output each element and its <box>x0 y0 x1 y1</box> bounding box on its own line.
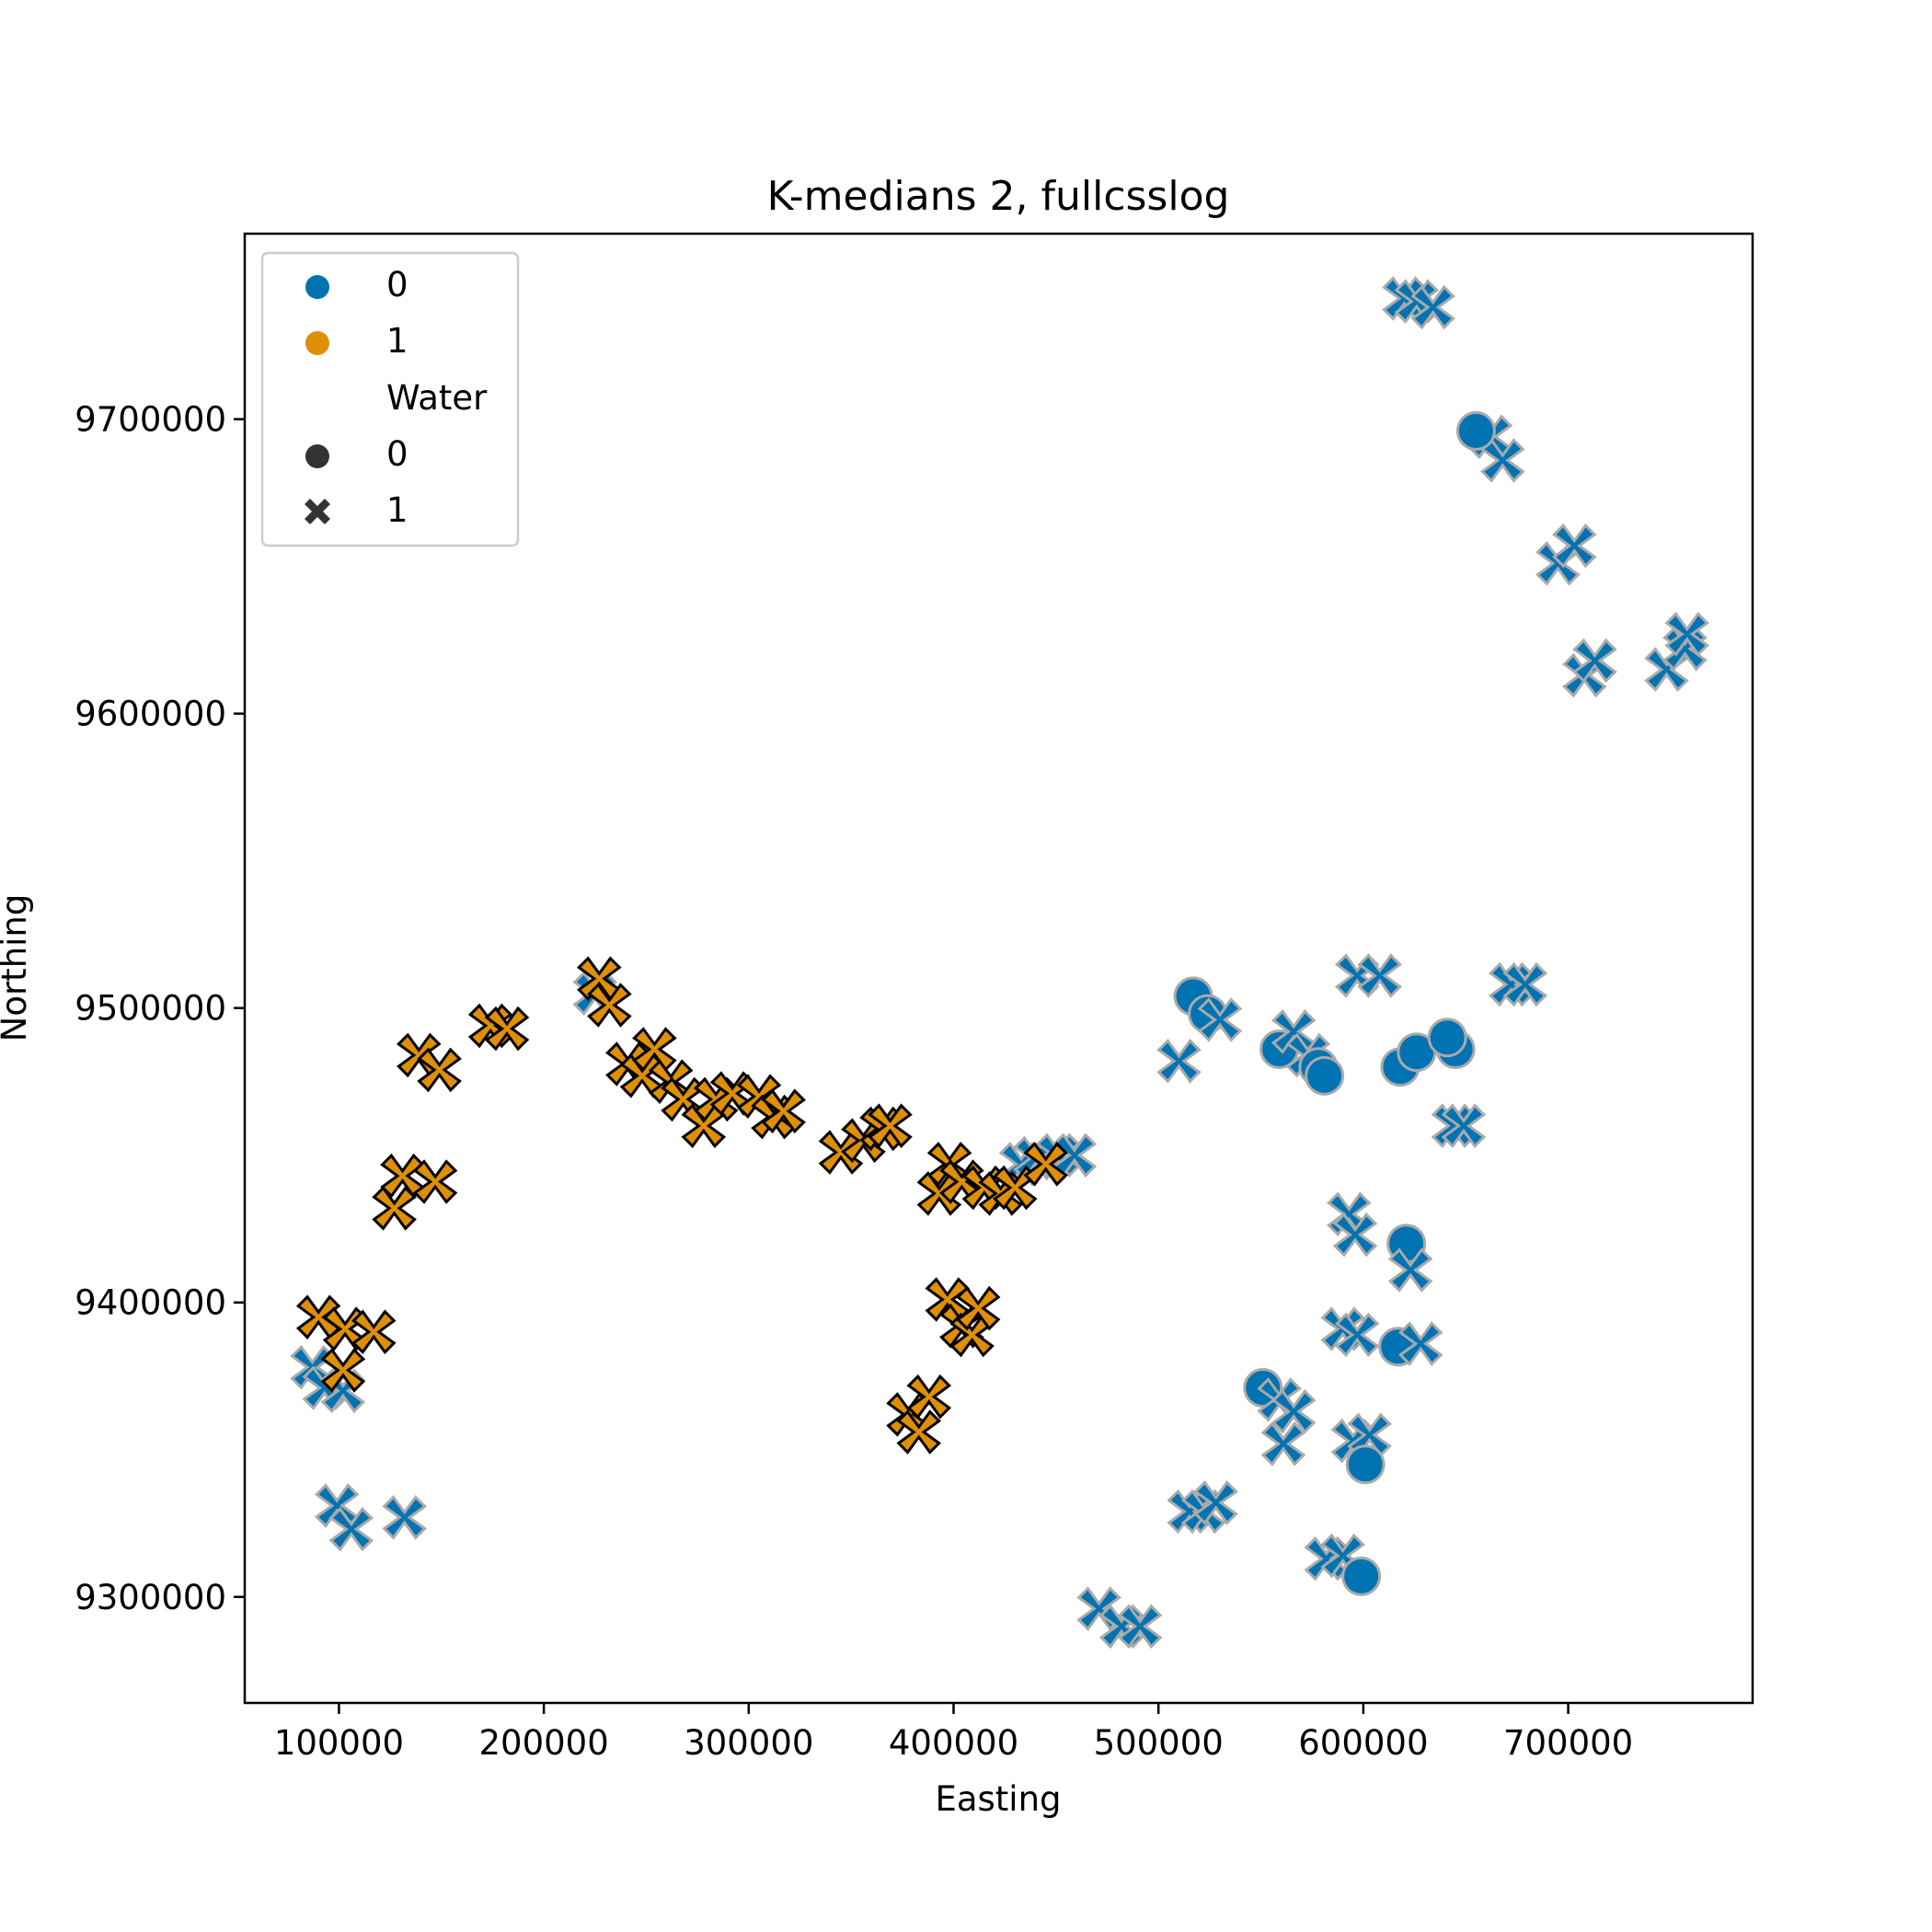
legend-style-1-marker <box>305 499 330 524</box>
data-point-cluster-0-water-1 <box>1197 997 1243 1042</box>
data-point-cluster-1-water-1 <box>632 1027 677 1072</box>
x-tick-label: 600000 <box>1298 1723 1428 1763</box>
legend-style-0-label: 0 <box>386 434 408 474</box>
data-point-cluster-0-water-1 <box>1260 1421 1306 1466</box>
data-point-cluster-0-water-1 <box>1357 953 1403 998</box>
y-tick-label: 9600000 <box>75 695 226 734</box>
data-point-cluster-0-water-1 <box>1441 1103 1487 1148</box>
data-point-cluster-1-water-1 <box>372 1185 417 1231</box>
legend-style-1-label: 1 <box>386 490 408 530</box>
legend-style-title: Water <box>386 378 488 418</box>
x-tick-label: 100000 <box>274 1723 404 1763</box>
legend-hue-1-label: 1 <box>386 321 408 361</box>
data-point-cluster-1-water-1 <box>417 1047 462 1093</box>
legend-hue-0-label: 0 <box>386 265 408 305</box>
data-point-cluster-1-water-1 <box>587 983 632 1028</box>
y-axis-ticks: 9300000 9400000 9500000 9600000 9700000 <box>75 400 245 1617</box>
data-point-cluster-1-water-1 <box>868 1103 913 1148</box>
data-points <box>290 276 1709 1650</box>
data-point-cluster-0-water-1 <box>1502 961 1548 1007</box>
data-point-cluster-1-water-1 <box>351 1309 397 1354</box>
data-point-cluster-0-water-1 <box>1479 438 1525 483</box>
data-point-cluster-1-water-1 <box>955 1285 1001 1331</box>
data-point-cluster-1-water-1 <box>1023 1141 1068 1187</box>
data-point-cluster-0-water-1 <box>1552 523 1597 569</box>
y-tick-label: 9700000 <box>75 400 226 440</box>
data-point-cluster-0-water-0 <box>1305 1055 1345 1096</box>
data-point-cluster-1-water-1 <box>320 1348 366 1393</box>
data-point-cluster-0-water-1 <box>1397 1321 1443 1366</box>
data-point-cluster-0-water-1 <box>1387 1248 1433 1293</box>
data-point-cluster-0-water-1 <box>1156 1038 1202 1084</box>
data-point-cluster-1-water-1 <box>761 1088 807 1133</box>
y-tick-label: 9300000 <box>75 1578 226 1617</box>
y-axis-label: Northing <box>0 894 34 1042</box>
x-tick-label: 700000 <box>1503 1723 1633 1763</box>
data-point-cluster-1-water-1 <box>484 1006 530 1052</box>
x-axis-label: Easting <box>935 1779 1061 1819</box>
x-axis-ticks: 100000 200000 300000 400000 500000 600000 7000… <box>274 1703 1633 1763</box>
x-tick-label: 300000 <box>684 1723 813 1763</box>
chart-title: K-medians 2, fullcsslog <box>767 173 1230 220</box>
data-point-cluster-0-water-0 <box>1455 410 1496 451</box>
legend-hue-1-marker <box>305 331 329 355</box>
legend-hue-0-marker <box>305 275 329 299</box>
legend-style-0-marker <box>305 444 329 468</box>
data-point-cluster-0-water-1 <box>1410 284 1455 330</box>
data-point-cluster-0-water-1 <box>1572 638 1617 684</box>
x-tick-label: 200000 <box>479 1723 609 1763</box>
data-point-cluster-0-water-1 <box>1271 1388 1317 1434</box>
data-point-cluster-0-water-1 <box>1347 1412 1392 1458</box>
data-point-cluster-1-water-1 <box>818 1130 864 1175</box>
y-tick-label: 9400000 <box>75 1283 226 1323</box>
data-point-cluster-0-water-1 <box>1193 1480 1238 1525</box>
data-point-cluster-0-water-1 <box>1117 1604 1163 1650</box>
data-point-cluster-0-water-1 <box>1664 612 1709 657</box>
data-point-cluster-1-water-1 <box>896 1409 942 1455</box>
legend: 0 1 Water 0 1 <box>260 251 520 547</box>
data-point-cluster-1-water-1 <box>992 1165 1038 1211</box>
x-tick-label: 500000 <box>1094 1723 1224 1763</box>
data-point-cluster-0-water-1 <box>1334 1312 1380 1358</box>
data-point-cluster-1-water-1 <box>412 1159 458 1204</box>
data-point-cluster-0-water-0 <box>1341 1556 1382 1596</box>
legend-frame <box>260 251 520 547</box>
y-tick-label: 9500000 <box>75 989 226 1029</box>
data-point-cluster-0-water-1 <box>328 1506 374 1552</box>
x-tick-label: 400000 <box>889 1723 1018 1763</box>
data-point-cluster-0-water-1 <box>382 1495 428 1540</box>
plot-frame <box>243 232 1754 1705</box>
data-point-cluster-0-water-0 <box>1427 1018 1467 1058</box>
data-point-cluster-1-water-1 <box>681 1103 727 1148</box>
data-point-cluster-1-water-1 <box>906 1374 952 1420</box>
data-point-cluster-1-water-1 <box>916 1170 962 1216</box>
data-point-cluster-0-water-0 <box>1345 1444 1386 1485</box>
data-point-cluster-0-water-1 <box>1332 1212 1378 1258</box>
